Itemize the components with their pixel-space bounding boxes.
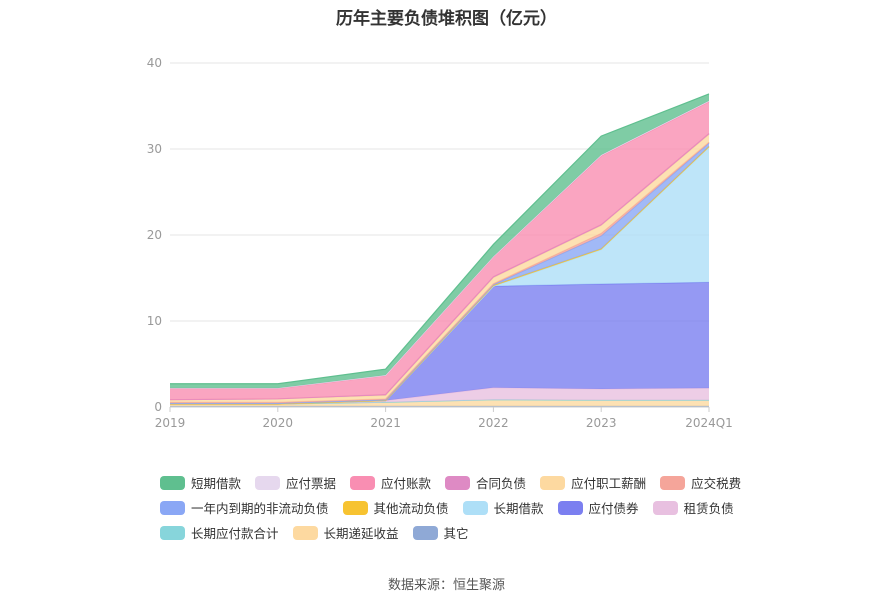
legend-item[interactable]: 一年内到期的非流动负债: [160, 498, 329, 517]
legend-label: 应付债券: [588, 501, 639, 516]
legend-label: 应付职工薪酬: [571, 476, 647, 491]
legend-swatch: [412, 525, 438, 540]
y-tick-label: 10: [147, 314, 162, 328]
legend-swatch: [540, 475, 566, 490]
area-series-1: [170, 399, 709, 407]
legend-swatch: [255, 475, 281, 490]
legend-swatch: [160, 525, 185, 540]
legend-label: 租赁负债: [683, 501, 734, 516]
legend-item[interactable]: 其它: [412, 523, 469, 542]
legend-item[interactable]: 其他流动负债: [342, 498, 449, 517]
area-series-3: [170, 387, 709, 404]
legend-label: 应付账款: [381, 476, 432, 491]
legend-label: 其他流动负债: [373, 501, 449, 516]
area-series-5: [170, 147, 709, 404]
legend-swatch: [342, 500, 368, 515]
x-tick-label: 2021: [370, 416, 401, 430]
legend-item[interactable]: 应付职工薪酬: [540, 473, 646, 492]
legend-swatch: [292, 525, 318, 540]
legend-item[interactable]: 短期借款: [160, 473, 241, 492]
legend-swatch: [660, 475, 686, 490]
legend-item[interactable]: 长期递延收益: [292, 523, 399, 542]
area-series-11: [170, 101, 709, 400]
legend-label: 长期借款: [493, 501, 544, 516]
legend-swatch: [445, 475, 471, 490]
legend-swatch: [652, 500, 678, 515]
y-tick-label: 0: [154, 400, 162, 414]
x-tick-label: 2020: [263, 416, 294, 430]
x-tick-label: 2019: [155, 416, 186, 430]
legend-label: 一年内到期的非流动负债: [191, 501, 329, 516]
legend-label: 合同负债: [476, 476, 527, 491]
y-tick-label: 30: [147, 142, 162, 156]
legend-row: 一年内到期的非流动负债 其他流动负债 长期借款 应付债券 租赁负债: [160, 495, 760, 520]
legend-row: 长期应付款合计 长期递延收益 其它: [160, 520, 760, 545]
data-source: 数据来源：恒生聚源: [387, 578, 505, 593]
legend-label: 应付票据: [286, 476, 337, 491]
y-tick-label: 20: [147, 228, 162, 242]
legend-label: 短期借款: [191, 476, 242, 491]
x-tick-label: 2024Q1: [685, 416, 733, 430]
legend-item[interactable]: 应付账款: [350, 473, 431, 492]
legend-label: 长期递延收益: [323, 526, 399, 541]
legend-item[interactable]: 应付票据: [255, 473, 336, 492]
area-series-line-13: [170, 93, 710, 385]
legend-swatch: [462, 500, 488, 515]
legend-item[interactable]: 租赁负债: [652, 498, 734, 517]
legend-item[interactable]: 应交税费: [660, 473, 741, 492]
legend: 短期借款 应付票据 应付账款 合同负债 应付职工薪酬 应交税费一年内到期的非流动负债 其他流…: [160, 470, 760, 545]
legend-item[interactable]: 合同负债: [445, 473, 526, 492]
y-tick-label: 40: [147, 56, 162, 70]
legend-swatch: [160, 500, 185, 515]
area-series-13: [170, 93, 709, 389]
legend-swatch: [350, 475, 376, 490]
legend-label: 应交税费: [691, 476, 742, 491]
legend-item[interactable]: 长期应付款合计: [160, 523, 279, 542]
legend-swatch: [160, 475, 185, 490]
area-series-4: [170, 282, 709, 404]
legend-item[interactable]: 长期借款: [462, 498, 544, 517]
legend-item[interactable]: 应付债券: [557, 498, 639, 517]
legend-row: 短期借款 应付票据 应付账款 合同负债 应付职工薪酬 应交税费: [160, 470, 760, 495]
legend-label: 长期应付款合计: [191, 526, 279, 541]
legend-swatch: [557, 500, 583, 515]
legend-label: 其它: [443, 526, 469, 541]
x-tick-label: 2023: [586, 416, 617, 430]
chart-title: 历年主要负债堆积图（亿元）: [336, 9, 557, 29]
x-tick-label: 2022: [478, 416, 509, 430]
